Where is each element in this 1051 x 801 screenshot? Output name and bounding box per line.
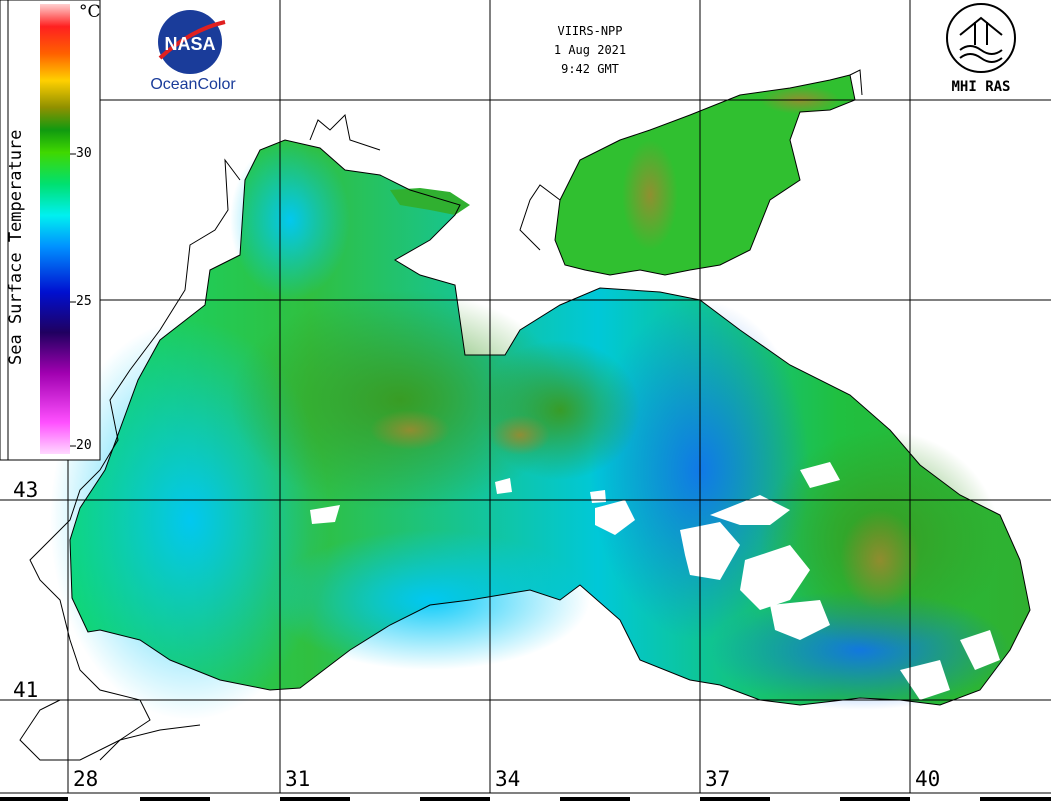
longitude-label-31: 31	[285, 767, 311, 791]
longitude-label-37: 37	[705, 767, 731, 791]
oceancolor-caption: OceanColor	[150, 76, 236, 93]
longitude-label-40: 40	[915, 767, 941, 791]
colorbar-title: Sea Surface Temperature	[6, 129, 26, 365]
colorbar-tick-25: 25	[76, 294, 92, 309]
nasa-badge-text: NASA	[164, 34, 215, 54]
nasa-logo: NASA	[158, 10, 226, 74]
colorbar-unit: °C	[79, 2, 101, 22]
latitude-label-41: 41	[13, 678, 39, 702]
colorbar-tick-20: 20	[76, 438, 92, 453]
satellite-label: VIIRS-NPP	[557, 24, 623, 38]
time-label: 9:42 GMT	[561, 62, 619, 76]
odessa-cool-water	[230, 140, 350, 300]
azov-warm-patch	[622, 140, 678, 250]
warm-patch-east	[840, 510, 920, 610]
warm-patch-central	[490, 415, 550, 455]
colorbar-tick-30: 30	[76, 146, 92, 161]
cloud-gaps	[310, 462, 1000, 700]
south-coast-cool-water	[270, 530, 590, 670]
warm-patch-west-central	[370, 410, 450, 450]
longitude-label-28: 28	[73, 767, 99, 791]
colorbar-gradient	[40, 4, 70, 454]
mhi-ras-logo	[946, 3, 1016, 73]
bottom-scale	[0, 793, 1051, 801]
longitude-label-34: 34	[495, 767, 521, 791]
mhi-ras-caption: MHI RAS	[951, 79, 1011, 95]
date-label: 1 Aug 2021	[553, 43, 627, 57]
colorbar-ticks	[70, 153, 76, 447]
crimea-south-warm-water	[480, 340, 640, 480]
central-warm-water	[230, 290, 570, 510]
dnieper-estuary	[390, 188, 470, 215]
bottom-scale-blocks	[0, 797, 1051, 801]
coastlines	[19, 69, 1031, 761]
latitude-label-43: 43	[13, 478, 39, 502]
